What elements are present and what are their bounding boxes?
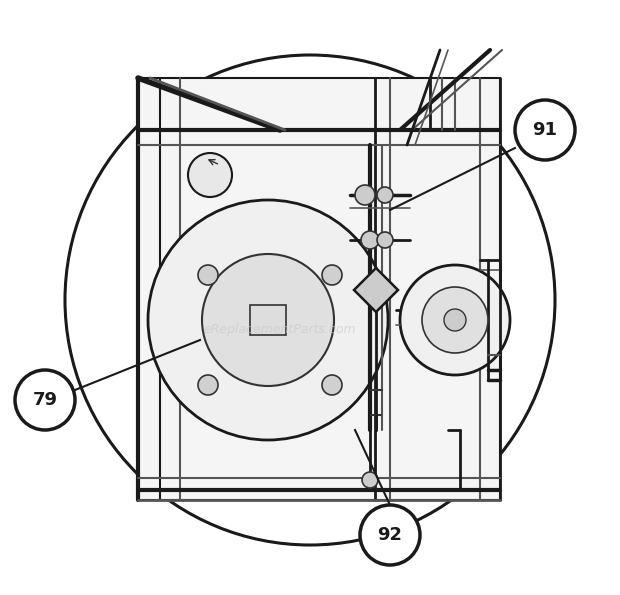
Circle shape — [198, 265, 218, 285]
Circle shape — [322, 375, 342, 395]
Circle shape — [322, 265, 342, 285]
Circle shape — [444, 309, 466, 331]
Polygon shape — [354, 268, 398, 312]
Circle shape — [355, 185, 375, 205]
Bar — [138, 78, 500, 500]
Circle shape — [377, 187, 393, 203]
Circle shape — [377, 232, 393, 248]
Circle shape — [360, 505, 420, 565]
Circle shape — [198, 375, 218, 395]
Circle shape — [400, 265, 510, 375]
Text: 79: 79 — [32, 391, 58, 409]
Text: 91: 91 — [533, 121, 557, 139]
Circle shape — [148, 200, 388, 440]
Circle shape — [362, 472, 378, 488]
Polygon shape — [200, 240, 340, 420]
Circle shape — [15, 370, 75, 430]
Bar — [250, 305, 286, 335]
Circle shape — [65, 55, 555, 545]
Circle shape — [361, 231, 379, 249]
Circle shape — [188, 153, 232, 197]
Text: 92: 92 — [378, 526, 402, 544]
Circle shape — [202, 254, 334, 386]
Text: eReplacementParts.com: eReplacementParts.com — [204, 324, 356, 337]
Circle shape — [422, 287, 488, 353]
Circle shape — [515, 100, 575, 160]
